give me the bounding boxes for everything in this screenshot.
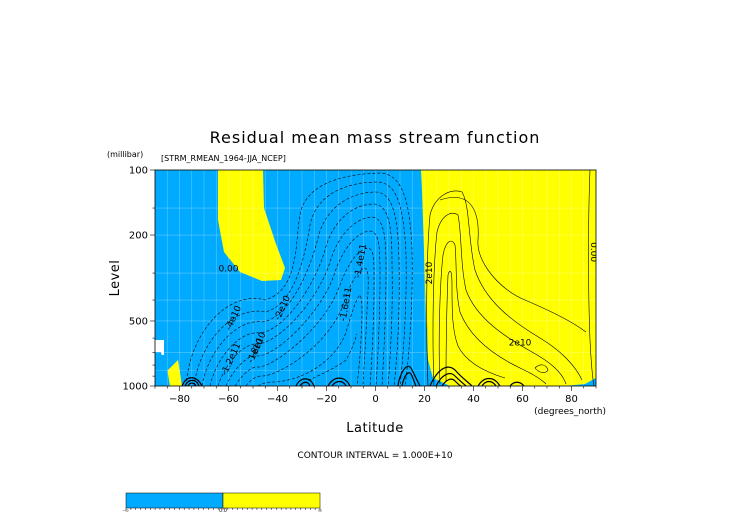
contour-label: 0.00 [218,264,238,274]
x-tick-label: 40 [467,394,480,405]
contour-label: 2e10 [509,339,532,349]
contour-label: 0.00 [588,242,598,262]
x-tick-label: 0 [372,394,378,405]
y-unit-label: (millibar) [107,150,143,159]
positive-region-upper-west [218,170,285,281]
x-unit-label: (degrees_north) [534,407,606,417]
x-tick-label: 60 [516,394,529,405]
x-axis-label: Latitude [346,421,404,436]
chart-title: Residual mean mass stream function [210,128,541,147]
y-tick-label: 100 [129,166,148,177]
dataset-label: [STRM_RMEAN_1964-JJA_NCEP] [161,154,286,163]
positive-region-surface [165,360,182,386]
x-tick-label: −60 [218,394,239,405]
colorbar-label-min: -∞ [123,508,129,514]
contour-label: 2e10 [425,261,435,284]
y-tick-label: 500 [129,316,148,327]
y-tick-label: 1000 [123,382,148,393]
x-tick-label: 20 [418,394,431,405]
surface-contours [181,365,525,386]
contour-interval-note: CONTOUR INTERVAL = 1.000E+10 [297,451,452,461]
x-tick-label: 80 [565,394,578,405]
colorbar-negative [125,492,224,509]
positive-contours [426,170,595,386]
positive-region-east [421,170,596,386]
missing-data-patch [155,340,164,355]
y-axis-label: Level [108,260,123,297]
x-tick-label: −80 [169,394,190,405]
y-tick-label: 200 [129,231,148,242]
x-tick-label: −20 [316,394,337,405]
negative-contours [185,172,413,386]
x-tick-label: −40 [267,394,288,405]
colorbar-label-max: ∞ [318,508,322,514]
colorbar-label-mid: 0.0 [219,508,227,514]
plot-area: 0.00-2e10-4e10-8e10-1.2e11 -1e10-1.4e11-1… [155,170,598,386]
colorbar: -∞ 0.0 ∞ [123,492,322,514]
colorbar-positive [222,492,321,509]
